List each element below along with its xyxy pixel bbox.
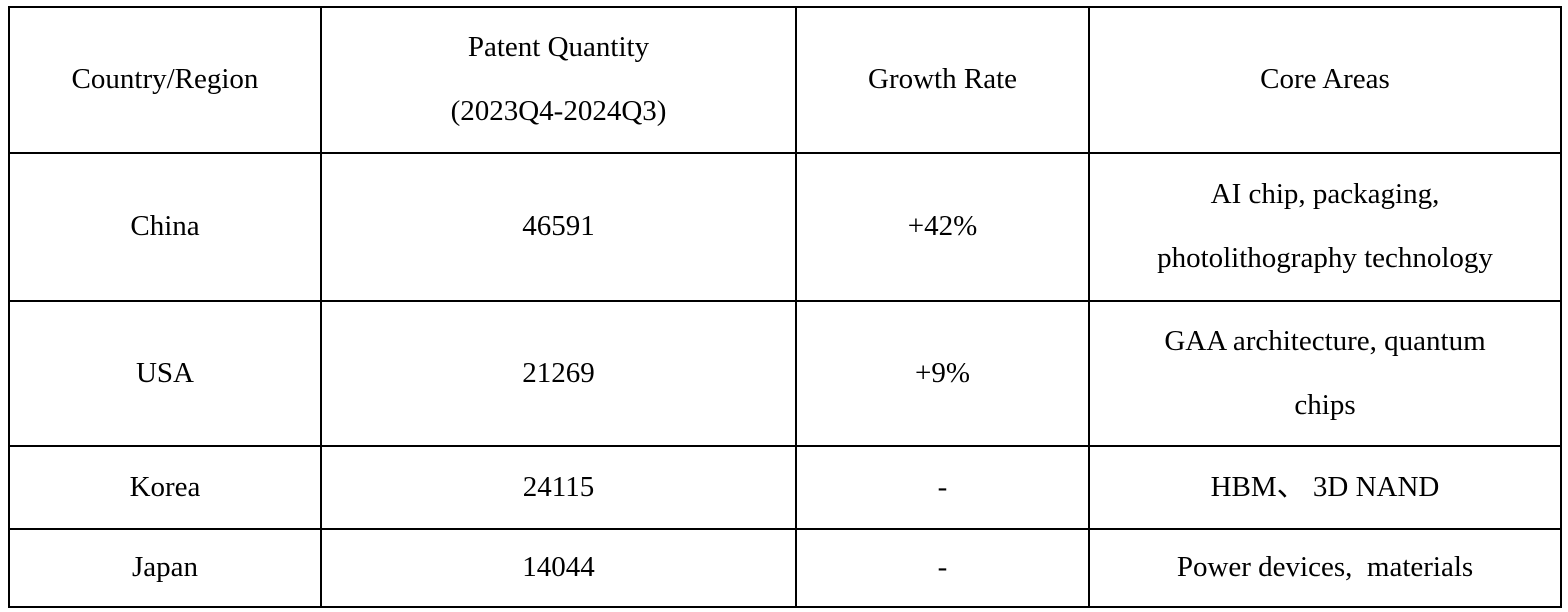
cell-country: Japan — [8, 528, 322, 608]
growth-rate-value: +42% — [907, 210, 978, 243]
cell-patent-quantity: 24115 — [320, 445, 797, 530]
header-patent-quantity-label: Patent Quantity (2023Q4-2024Q3) — [450, 31, 667, 127]
growth-rate-value: - — [937, 551, 948, 584]
cell-patent-quantity: 21269 — [320, 300, 797, 447]
cell-patent-quantity: 14044 — [320, 528, 797, 608]
header-patent-quantity: Patent Quantity (2023Q4-2024Q3) — [320, 6, 797, 154]
country-value: China — [130, 210, 200, 243]
header-country-region: Country/Region — [8, 6, 322, 154]
header-growth-rate: Growth Rate — [795, 6, 1090, 154]
table-row-japan: Japan 14044 - Power devices, materials — [8, 528, 1562, 608]
cell-core-areas: GAA architecture, quantum chips — [1088, 300, 1562, 447]
patent-quantity-value: 24115 — [522, 470, 595, 503]
cell-country: China — [8, 152, 322, 302]
patent-quantity-value: 21269 — [522, 356, 595, 389]
cell-country: Korea — [8, 445, 322, 530]
cell-core-areas: Power devices, materials — [1088, 528, 1562, 608]
cell-patent-quantity: 46591 — [320, 152, 797, 302]
core-areas-value: Power devices, materials — [1176, 551, 1474, 584]
growth-rate-value: - — [937, 470, 948, 503]
table-row-china: China 46591 +42% AI chip, packaging, pho… — [8, 152, 1562, 302]
country-value: Korea — [129, 470, 201, 503]
core-areas-value: AI chip, packaging, photolithography tec… — [1157, 178, 1493, 274]
country-value: Japan — [131, 551, 199, 584]
cell-country: USA — [8, 300, 322, 447]
header-growth-rate-label: Growth Rate — [868, 63, 1017, 96]
core-areas-value: GAA architecture, quantum chips — [1164, 324, 1486, 421]
patent-statistics-table: Country/Region Patent Quantity (2023Q4-2… — [8, 6, 1562, 608]
cell-growth-rate: +42% — [795, 152, 1090, 302]
cell-core-areas: AI chip, packaging, photolithography tec… — [1088, 152, 1562, 302]
header-core-areas: Core Areas — [1088, 6, 1562, 154]
cell-core-areas: HBM、 3D NAND — [1088, 445, 1562, 530]
cell-growth-rate: +9% — [795, 300, 1090, 447]
table-header-row: Country/Region Patent Quantity (2023Q4-2… — [8, 6, 1562, 154]
country-value: USA — [135, 356, 194, 389]
core-areas-value: HBM、 3D NAND — [1210, 470, 1440, 503]
patent-quantity-value: 46591 — [522, 210, 595, 243]
header-country-region-label: Country/Region — [71, 63, 259, 96]
cell-growth-rate: - — [795, 445, 1090, 530]
patent-quantity-value: 14044 — [522, 551, 595, 584]
table-row-usa: USA 21269 +9% GAA architecture, quantum … — [8, 300, 1562, 447]
header-core-areas-label: Core Areas — [1260, 63, 1390, 96]
table-row-korea: Korea 24115 - HBM、 3D NAND — [8, 445, 1562, 530]
growth-rate-value: +9% — [914, 356, 970, 389]
cell-growth-rate: - — [795, 528, 1090, 608]
